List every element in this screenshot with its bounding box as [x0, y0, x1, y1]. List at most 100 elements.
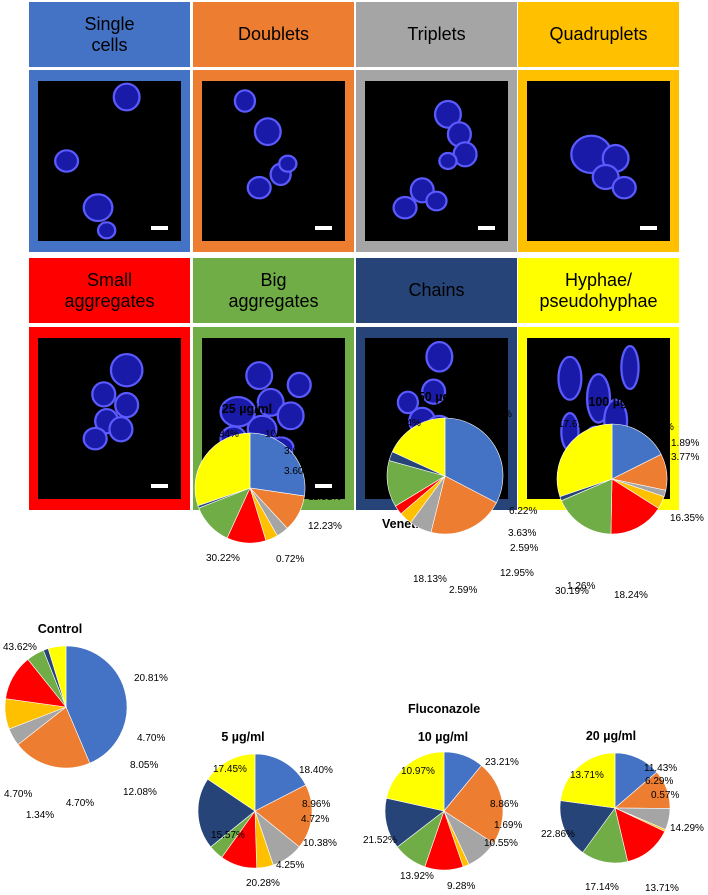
quadruplets-label-box: Quadruplets	[518, 2, 679, 67]
pie-slice	[207, 753, 256, 812]
pie-slice	[396, 810, 445, 868]
chains-label-box: Chains	[356, 258, 517, 323]
big-aggregates-label-box: Big aggregates	[193, 258, 354, 323]
pie-slice	[614, 807, 666, 832]
single-cells-label-box: Single cells	[29, 2, 190, 67]
pie-data-label: 20.28%	[246, 878, 280, 889]
cell-shape	[109, 353, 144, 388]
pie-slice	[559, 800, 616, 853]
cell-shape	[108, 416, 134, 443]
pie-slice	[8, 706, 67, 746]
cell-shape	[278, 154, 298, 173]
big-aggregates-label: Big aggregates	[228, 269, 319, 311]
pie-data-label: 20.81%	[134, 673, 168, 684]
pie-slice	[4, 698, 68, 730]
cell-shape	[246, 414, 278, 444]
fluconazole-group-title: Fluconazole	[408, 702, 481, 716]
pie-data-label: 2.59%	[510, 543, 538, 554]
pie-data-label: 4.70%	[137, 733, 165, 744]
pie-slice	[614, 807, 666, 862]
pie-data-label: 18.13%	[413, 574, 447, 585]
pie-data-label: 1.69%	[494, 820, 522, 831]
cell-shape	[219, 425, 248, 452]
pie-slice	[197, 778, 256, 848]
pie-slice	[443, 810, 470, 868]
pie-slice	[443, 751, 482, 812]
pie-data-label: 12.95%	[500, 568, 534, 579]
pie-slice	[47, 645, 67, 708]
doublets-micrograph	[202, 81, 345, 241]
pie-title: 100 µg/ml	[588, 395, 646, 409]
pie-6: 13.71% 11.43% 6.29% 0.57% 14.29% 13.71% 17.14%…	[541, 752, 704, 894]
scale-bar	[640, 226, 657, 230]
cell-shape	[246, 175, 272, 200]
pie-data-label: 10.38%	[303, 838, 337, 849]
triplets-micrograph	[365, 81, 508, 241]
cell-shape	[560, 412, 580, 452]
pie-slice	[254, 753, 307, 812]
cell-shape	[421, 378, 447, 405]
pie-slice	[443, 810, 494, 865]
pie-data-label: 16.35%	[670, 513, 704, 524]
cell-shape	[620, 344, 640, 391]
cell-shape	[438, 151, 458, 171]
cell-shape	[233, 89, 257, 113]
pie-data-label: 43.62%	[3, 642, 37, 653]
pie-data-label: 13.71%	[645, 883, 679, 894]
cell-shape	[112, 82, 141, 112]
cell-shape	[96, 221, 117, 240]
pie-slice	[424, 810, 464, 871]
small-aggregates-label: Small aggregates	[64, 269, 155, 311]
cell-shape	[276, 401, 305, 431]
pie-0: 43.62% 20.81% 4.70% 8.05% 12.08% 4.70% 1.34% 4.…	[3, 642, 168, 821]
scale-bar	[151, 226, 168, 230]
chains-label: Chains	[408, 280, 465, 301]
cell-shape	[421, 438, 447, 466]
scale-bar	[315, 226, 332, 230]
hyphae-pseudohyphae-micrograph	[527, 338, 670, 499]
pie-slice	[17, 706, 91, 769]
pie-slice	[254, 810, 274, 869]
pie-data-label: 11.43%	[644, 763, 677, 774]
pie-title: 50 µg/ml	[417, 390, 469, 404]
pie-data-label: 4.70%	[4, 789, 32, 800]
pie-slice	[27, 649, 67, 708]
pie-data-label: 21.52%	[363, 835, 397, 846]
pie-data-label: 2.59%	[449, 585, 477, 596]
triplets-label-box: Triplets	[356, 2, 517, 67]
pie-slice	[614, 752, 658, 809]
pie-data-label: 3.63%	[508, 528, 536, 539]
pie-data-label: 13.71%	[570, 770, 604, 781]
quadruplets-label: Quadruplets	[549, 24, 648, 45]
quadruplets-micrograph	[527, 81, 670, 241]
pie-data-label: 10.97%	[401, 766, 435, 777]
pie-slice	[254, 810, 300, 866]
cell-shape	[54, 149, 80, 173]
cell-shape	[425, 414, 454, 444]
hyphae-pseudohyphae-label-box: Hyphae/ pseudohyphae	[518, 258, 679, 323]
pie-slice	[614, 771, 671, 809]
pie-data-label: 4.70%	[66, 798, 94, 809]
pie-data-label: 30.22%	[206, 553, 240, 564]
pie-data-label: 15.57%	[211, 830, 245, 841]
pie-slice	[43, 648, 67, 708]
scale-bar	[478, 484, 495, 488]
pie-data-label: 22.86%	[541, 829, 575, 840]
pie-data-label: 12.23%	[308, 521, 342, 532]
single-cells-label: Single cells	[84, 13, 135, 55]
pie-data-label: 6.29%	[645, 776, 673, 787]
cell-shape	[591, 163, 620, 191]
cell-shape	[425, 340, 454, 373]
pie-data-label: 14.29%	[670, 823, 704, 834]
pie-data-label: 1.26%	[567, 581, 595, 592]
small-aggregates-micrograph	[38, 338, 181, 499]
scale-bar	[315, 484, 332, 488]
pie-data-label: 0.57%	[651, 790, 679, 801]
pie-5: 10.97% 23.21% 8.86% 1.69% 10.55% 9.28% 13.92% 2…	[363, 751, 522, 892]
pie-slice	[221, 810, 258, 869]
big-aggregates-micrograph	[202, 338, 345, 499]
chains-micrograph	[365, 338, 508, 499]
pie-data-label: 4.72%	[301, 814, 329, 825]
pie-data-label: 8.86%	[490, 799, 518, 810]
cell-shape	[82, 426, 108, 451]
